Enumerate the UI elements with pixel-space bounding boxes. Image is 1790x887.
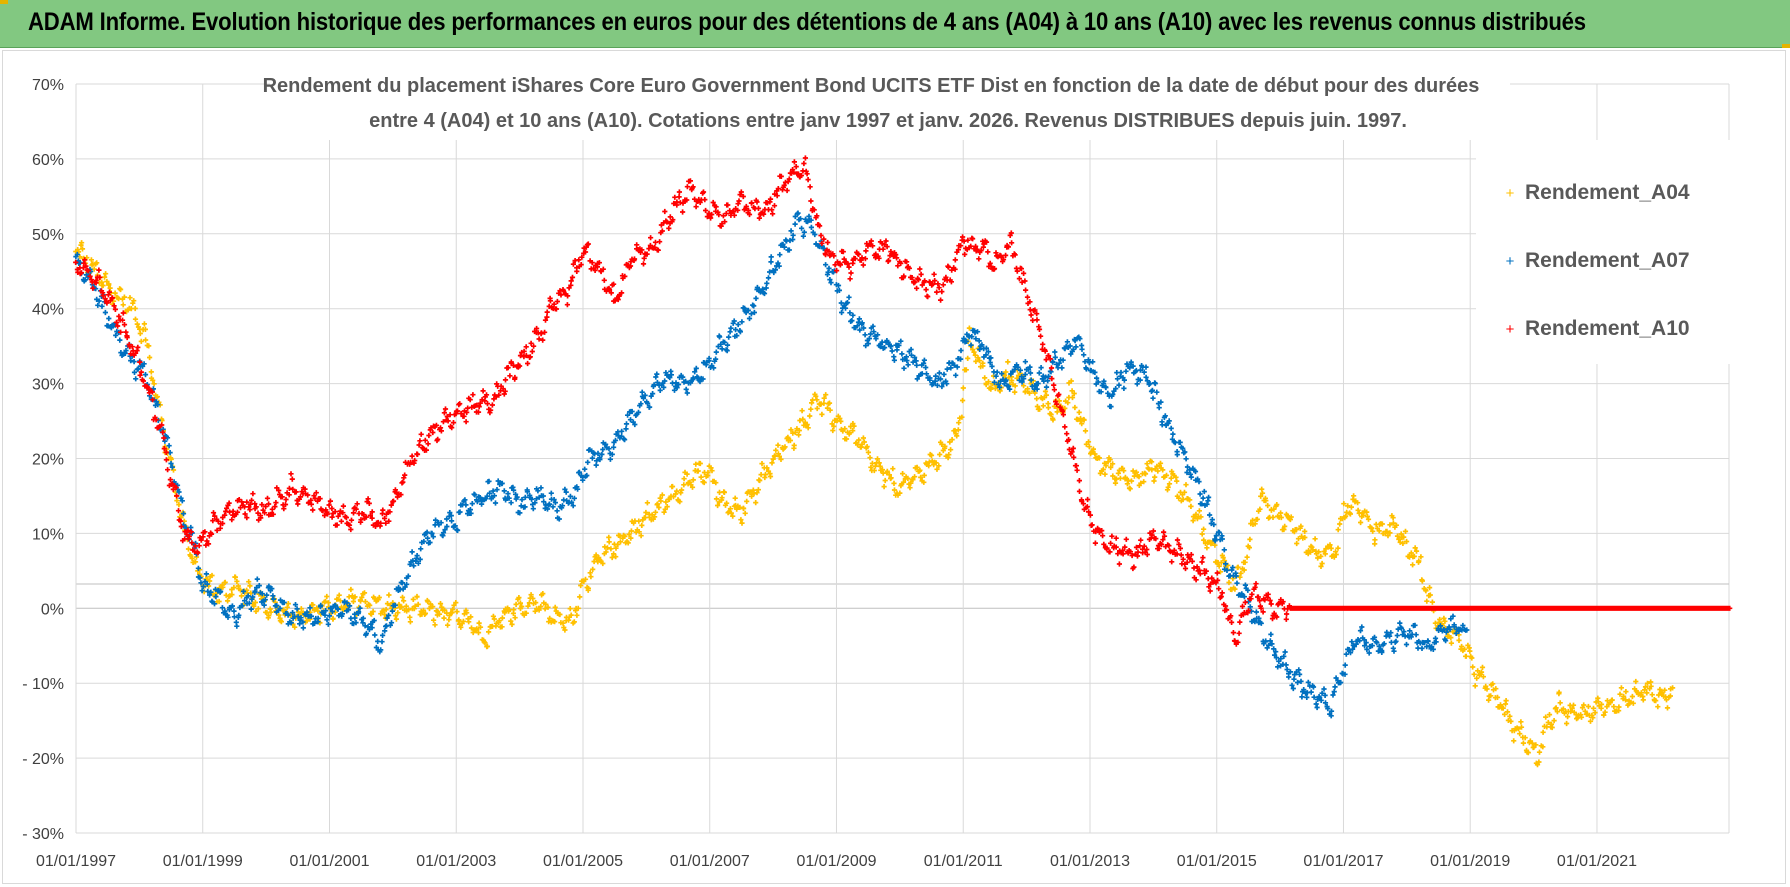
x-tick-label: 01/01/2005 [543,853,623,870]
legend-label-a07: Rendement_A07 [1525,249,1690,272]
x-tick-label: 01/01/2017 [1303,853,1383,870]
title-background [270,64,1510,140]
legend-background [1476,140,1732,364]
x-tick-label: 01/01/2019 [1430,853,1510,870]
x-tick-label: 01/01/1997 [36,853,116,870]
banner-corner-left [0,0,8,4]
y-tick-label: 30% [32,377,64,394]
y-tick-label: 50% [32,227,64,244]
gridlines [75,83,1730,834]
x-tick-label: 01/01/2001 [289,853,369,870]
x-tick-label: 01/01/2021 [1557,853,1637,870]
legend-marker-a04: + [1506,185,1515,202]
x-tick-label: 01/01/2003 [416,853,496,870]
x-tick-label: 01/01/2009 [796,853,876,870]
y-tick-label: 60% [32,152,64,169]
y-tick-label: - 20% [22,751,64,768]
x-tick-label: 01/01/2011 [924,853,1003,870]
y-tick-label: - 30% [22,826,64,843]
banner-corner-right [1782,44,1790,48]
report-title: ADAM Informe. Evolution historique des p… [28,8,1586,36]
plot-points [73,155,1733,768]
series-points-a10 [73,155,1733,647]
x-tick-label: 01/01/2015 [1177,853,1257,870]
x-tick-label: 01/01/2013 [1050,853,1130,870]
chart-legend: + Rendement_A04 + Rendement_A07 + Rendem… [1476,140,1732,364]
y-tick-label: 20% [32,452,64,469]
y-tick-label: 40% [32,302,64,319]
legend-label-a10: Rendement_A10 [1525,317,1690,340]
y-axis-tick-labels: 70% 60% 50% 40% 30% 20% 10% 0% - 10% - 20% - 30% [22,77,64,843]
y-tick-label: 70% [32,77,64,94]
chart-title-line-2: entre 4 (A04) et 10 ans (A10). Cotations… [369,110,1407,132]
x-axis-tick-labels: 01/01/1997 01/01/1999 01/01/2001 01/01/2003… [36,853,1637,870]
x-tick-label: 01/01/2007 [670,853,750,870]
y-tick-label: 0% [41,601,64,618]
chart-area-frame [2,50,1786,884]
x-tick-label: 01/01/1999 [163,853,243,870]
series-points-a04 [73,240,1676,768]
legend-label-a04: Rendement_A04 [1525,181,1690,204]
series-points-a07 [73,210,1470,719]
chart-title-line-1: Rendement du placement iShares Core Euro… [263,75,1480,97]
y-tick-label: 10% [32,526,64,543]
y-tick-label: - 10% [22,676,64,693]
legend-marker-a10: + [1506,321,1515,338]
report-banner: ADAM Informe. Evolution historique des p… [0,0,1790,48]
legend-marker-a07: + [1506,253,1515,270]
